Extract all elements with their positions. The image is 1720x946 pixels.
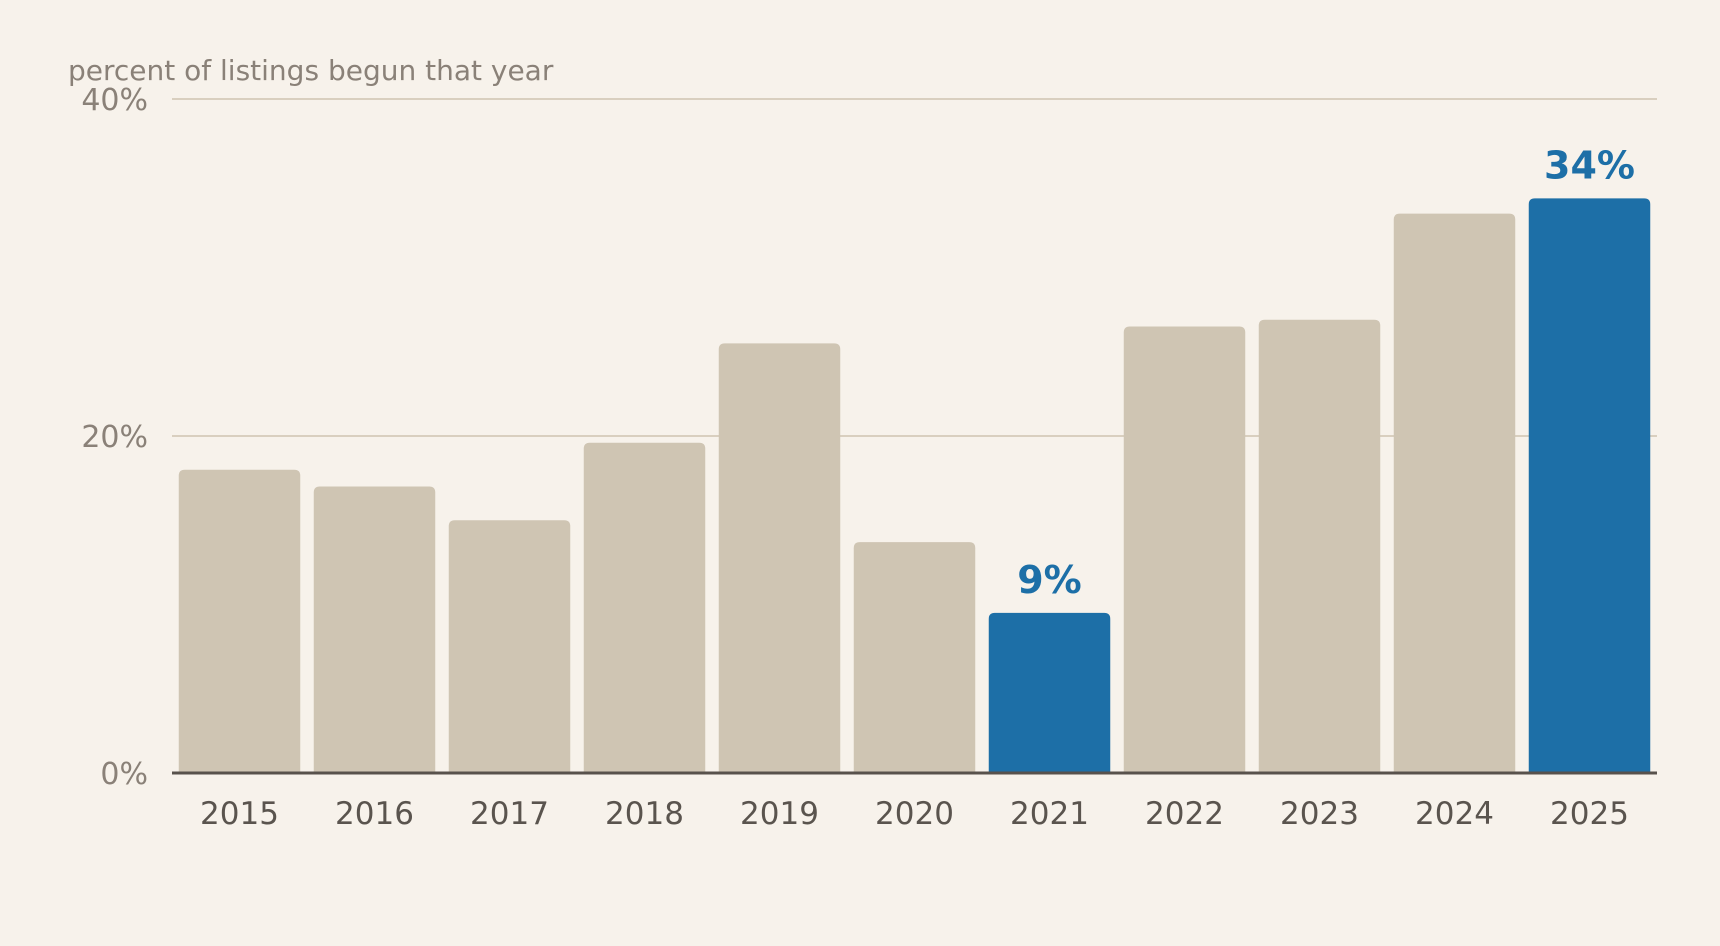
x-tick-label-2022: 2022 bbox=[1145, 796, 1224, 832]
bar-2019 bbox=[718, 343, 841, 773]
x-tick-label-2017: 2017 bbox=[470, 796, 549, 832]
x-tick-label-2024: 2024 bbox=[1415, 796, 1494, 832]
bar-2015 bbox=[178, 469, 301, 773]
y-tick-label: 40% bbox=[81, 83, 148, 118]
y-tick-label: 0% bbox=[100, 757, 148, 792]
y-tick-label: 20% bbox=[81, 420, 148, 455]
labels: 0% 20% 40% 2015 2016 2017 2018 2019 2020 2021 9% 20… bbox=[81, 83, 1635, 832]
x-tick-label-2025: 2025 bbox=[1550, 796, 1629, 832]
x-tick-label-2018: 2018 bbox=[605, 796, 684, 832]
x-tick-label-2021: 2021 bbox=[1010, 796, 1089, 832]
bar-2021 bbox=[988, 612, 1111, 773]
y-axis-title: percent of listings begun that year bbox=[68, 54, 554, 87]
x-tick-label-2023: 2023 bbox=[1280, 796, 1359, 832]
bar-2024 bbox=[1393, 213, 1516, 773]
data-label-2025: 34% bbox=[1544, 143, 1635, 187]
bar-2022 bbox=[1123, 326, 1246, 773]
x-tick-label-2020: 2020 bbox=[875, 796, 954, 832]
bar-2020 bbox=[853, 542, 976, 773]
x-tick-label-2019: 2019 bbox=[740, 796, 819, 832]
bar-2018 bbox=[583, 442, 706, 773]
bar-2016 bbox=[313, 486, 436, 773]
bars bbox=[178, 198, 1651, 774]
bar-2023 bbox=[1258, 319, 1381, 773]
data-label-2021: 9% bbox=[1017, 558, 1082, 602]
bar-2025 bbox=[1528, 198, 1651, 774]
x-tick-label-2015: 2015 bbox=[200, 796, 279, 832]
bar-2017 bbox=[448, 520, 571, 773]
x-tick-label-2016: 2016 bbox=[335, 796, 414, 832]
